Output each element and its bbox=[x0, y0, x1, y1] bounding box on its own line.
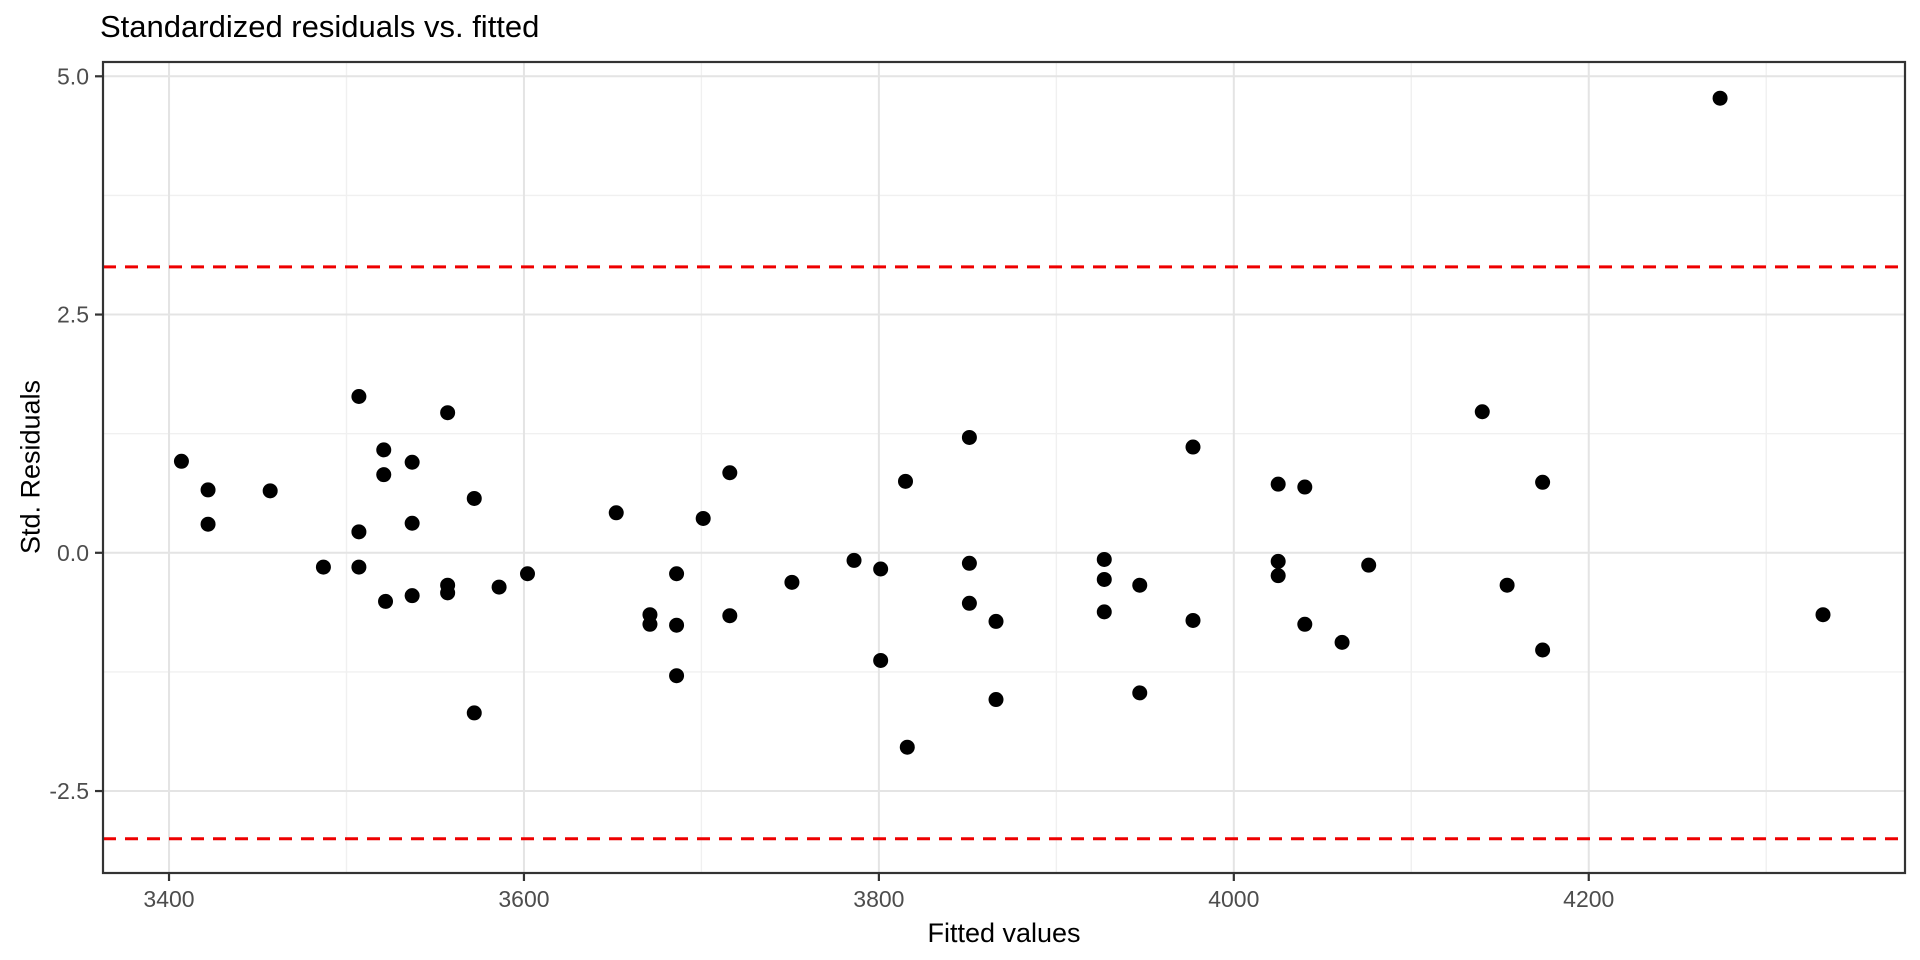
data-point bbox=[440, 585, 456, 601]
data-point bbox=[873, 652, 889, 668]
data-point bbox=[262, 483, 278, 499]
data-point bbox=[608, 505, 624, 521]
data-point bbox=[1185, 439, 1201, 455]
x-tick-label: 3800 bbox=[853, 886, 904, 912]
data-point bbox=[1712, 90, 1728, 106]
data-point bbox=[695, 510, 711, 526]
y-axis-title: Std. Residuals bbox=[15, 379, 46, 555]
data-point bbox=[784, 574, 800, 590]
data-point bbox=[404, 515, 420, 531]
data-point bbox=[1474, 404, 1490, 420]
data-point bbox=[961, 429, 977, 445]
data-point bbox=[873, 561, 889, 577]
data-point bbox=[1297, 479, 1313, 495]
data-point bbox=[440, 405, 456, 421]
data-point bbox=[1334, 634, 1350, 650]
data-point bbox=[642, 616, 658, 632]
data-point bbox=[961, 595, 977, 611]
data-point bbox=[404, 454, 420, 470]
panel-border bbox=[101, 60, 1907, 875]
data-point bbox=[351, 389, 367, 405]
y-tick-label: 5.0 bbox=[57, 63, 89, 89]
data-point bbox=[200, 516, 216, 532]
data-point bbox=[1096, 551, 1112, 567]
data-point bbox=[899, 739, 915, 755]
data-point bbox=[376, 442, 392, 458]
data-point bbox=[378, 593, 394, 609]
data-point bbox=[466, 490, 482, 506]
data-point bbox=[1096, 571, 1112, 587]
data-point bbox=[669, 668, 685, 684]
data-point bbox=[491, 579, 507, 595]
data-point bbox=[961, 555, 977, 571]
data-point bbox=[315, 559, 331, 575]
data-point bbox=[1535, 642, 1551, 658]
data-point bbox=[988, 692, 1004, 708]
data-point bbox=[351, 524, 367, 540]
x-tick-label: 4200 bbox=[1563, 886, 1614, 912]
data-point bbox=[200, 482, 216, 498]
x-tick-label: 4000 bbox=[1208, 886, 1259, 912]
data-point bbox=[1185, 612, 1201, 628]
data-point bbox=[1270, 476, 1286, 492]
y-tick-label: 0.0 bbox=[57, 540, 89, 566]
data-point bbox=[722, 608, 738, 624]
data-point bbox=[1297, 616, 1313, 632]
y-tick-label: 2.5 bbox=[57, 302, 89, 328]
data-point bbox=[520, 566, 536, 582]
data-point bbox=[846, 552, 862, 568]
data-point bbox=[1815, 607, 1831, 623]
data-point bbox=[1361, 557, 1377, 573]
data-point bbox=[669, 566, 685, 582]
data-point bbox=[173, 453, 189, 469]
x-tick-label: 3600 bbox=[498, 886, 549, 912]
data-point bbox=[351, 559, 367, 575]
data-point bbox=[669, 617, 685, 633]
data-point bbox=[1270, 568, 1286, 584]
x-tick-label: 3400 bbox=[143, 886, 194, 912]
data-point bbox=[376, 467, 392, 483]
data-point bbox=[988, 613, 1004, 629]
data-point bbox=[1096, 604, 1112, 620]
x-axis-title: Fitted values bbox=[927, 918, 1081, 948]
chart-title: Standardized residuals vs. fitted bbox=[100, 9, 540, 44]
y-tick-label: -2.5 bbox=[49, 778, 89, 804]
data-point bbox=[898, 473, 914, 489]
data-point bbox=[722, 465, 738, 481]
data-point bbox=[466, 705, 482, 721]
data-point bbox=[1270, 553, 1286, 569]
data-point bbox=[1535, 474, 1551, 490]
data-point bbox=[404, 588, 420, 604]
data-point bbox=[1499, 577, 1515, 593]
plot-panel bbox=[103, 62, 1905, 873]
data-point bbox=[1132, 577, 1148, 593]
data-point bbox=[1132, 685, 1148, 701]
